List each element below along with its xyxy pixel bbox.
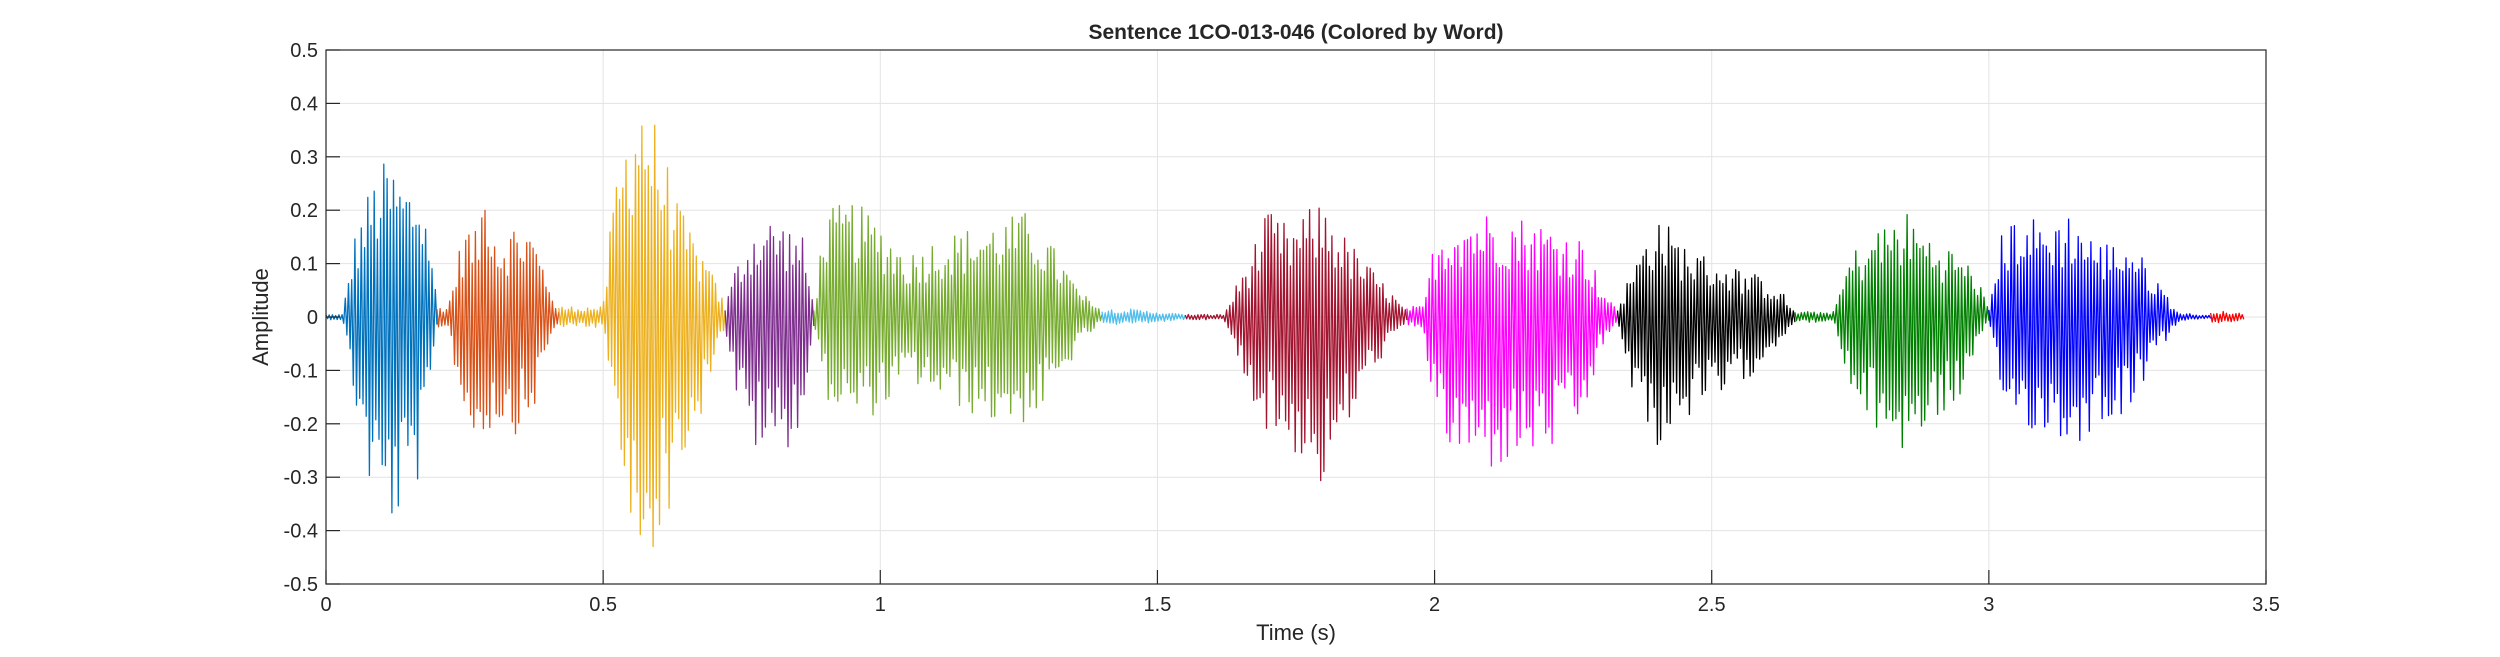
x-axis-label: Time (s) (1256, 620, 1336, 645)
y-tick-label: -0.3 (284, 467, 318, 489)
x-tick-label: 2.5 (1698, 594, 1726, 616)
waveform-series (325, 124, 2245, 548)
y-tick-label: 0.1 (290, 254, 318, 276)
chart-title: Sentence 1CO-013-046 (Colored by Word) (1088, 21, 1503, 44)
x-tick-label: 1.5 (1144, 594, 1172, 616)
waveform-word-7 (1184, 207, 1408, 482)
waveform-word-8 (1406, 216, 1619, 467)
waveform-word-9 (1616, 224, 1796, 446)
waveform-word-12 (2209, 310, 2245, 324)
x-axis-ticks: 0 0.5 1 1.5 2 2.5 3 3.5 (320, 570, 2280, 616)
x-tick-label: 1 (875, 594, 886, 616)
waveform-word-2 (436, 209, 560, 435)
waveform-word-4 (724, 225, 815, 448)
y-tick-label: 0.4 (290, 93, 318, 115)
y-tick-label: -0.1 (284, 360, 318, 382)
y-tick-label: -0.5 (284, 574, 318, 596)
waveform-word-10 (1794, 214, 1990, 449)
x-tick-label: 3 (1983, 594, 1994, 616)
waveform-word-3 (558, 124, 726, 548)
waveform-word-1 (325, 163, 438, 514)
x-tick-label: 0 (320, 594, 331, 616)
waveform-word-5 (813, 205, 1103, 423)
x-tick-label: 0.5 (589, 594, 617, 616)
y-tick-label: -0.4 (284, 521, 318, 543)
y-tick-label: 0 (307, 307, 318, 329)
y-tick-label: -0.2 (284, 414, 318, 436)
y-tick-label: 0.3 (290, 147, 318, 169)
x-tick-label: 2 (1429, 594, 1440, 616)
y-tick-label: 0.5 (290, 40, 318, 62)
y-axis-ticks: -0.5 -0.4 -0.3 -0.2 -0.1 0 0.1 0.2 0.3 0.4 0.5 (284, 40, 340, 596)
waveform-word-11 (1988, 218, 2212, 442)
plot-area: 0 0.5 1 1.5 2 2.5 3 3.5 -0.5 -0.4 -0.3 -0.2 -0.1 0 0.… (284, 40, 2280, 616)
y-axis-label: Amplitude (248, 268, 273, 366)
waveform-word-6 (1101, 308, 1186, 325)
y-tick-label: 0.2 (290, 200, 318, 222)
x-tick-label: 3.5 (2252, 594, 2280, 616)
